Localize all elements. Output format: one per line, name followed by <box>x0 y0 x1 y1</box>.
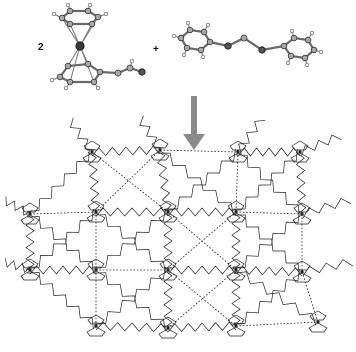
bipyridyl-ethylene-molecule-icon <box>171 20 324 68</box>
plus-sign: + <box>153 44 159 55</box>
down-arrow-icon <box>183 96 205 150</box>
stoichiometric-coefficient: 2 <box>38 42 44 53</box>
ferrocene-molecule-icon <box>49 2 146 91</box>
supramolecular-network-lattice-icon <box>4 115 353 339</box>
